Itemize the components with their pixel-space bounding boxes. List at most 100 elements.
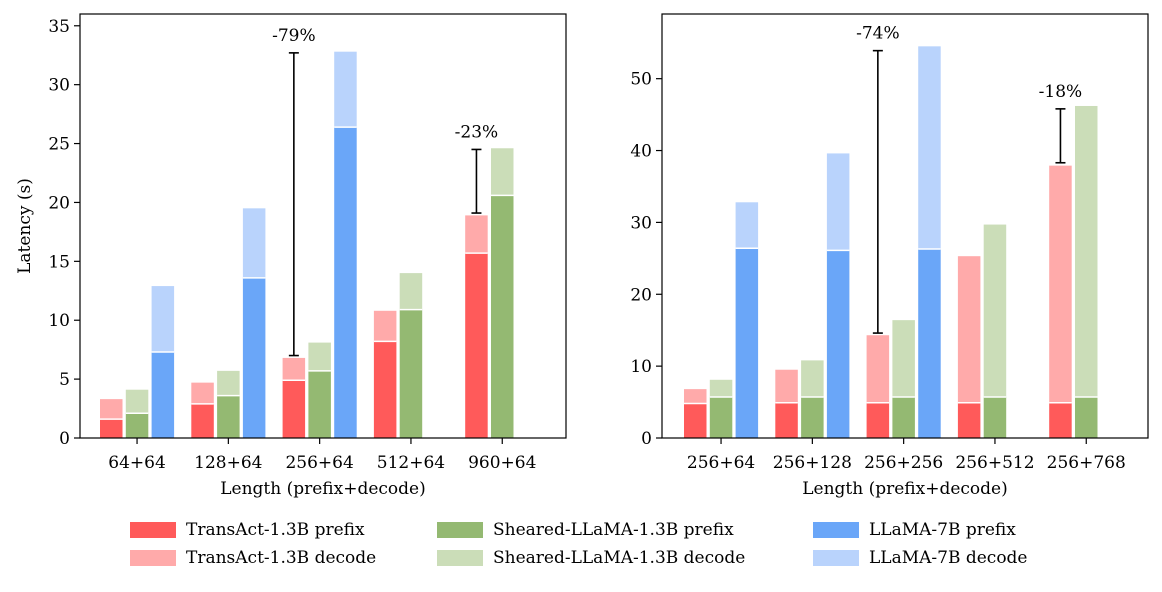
legend-item-transact-decode: TransAct-1.3B decode <box>130 548 376 568</box>
bar-sheared-llama-1-3b-prefix-256+256 <box>892 397 915 438</box>
bar-llama-7b-decode-256+128 <box>826 153 850 251</box>
bar-transact-1-3b-decode-960+64 <box>465 215 488 254</box>
y-tick-label: 30 <box>630 213 652 233</box>
bar-transact-1-3b-prefix-256+768 <box>1049 402 1072 438</box>
bar-sheared-llama-1-3b-prefix-256+512 <box>983 397 1007 438</box>
bar-transact-1-3b-decode-128+64 <box>191 382 214 404</box>
bar-sheared-llama-1-3b-decode-512+64 <box>399 273 423 310</box>
charts-canvas: 0 5 10 15 20 25 30 35 64+64 128+64 256+64 512+64 960… <box>15 13 1149 499</box>
bar-llama-7b-decode-256+256 <box>918 46 941 249</box>
bar-transact-1-3b-decode-256+64 <box>684 389 707 404</box>
x-axis-label: Length (prefix+decode) <box>802 479 1008 499</box>
y-tick-label: 25 <box>48 135 70 155</box>
annotation-label: -74% <box>856 24 900 44</box>
legend-item-sheared-decode: Sheared-LLaMA-1.3B decode <box>437 548 745 568</box>
x-tick-label: 256+64 <box>285 453 353 473</box>
bar-sheared-llama-1-3b-decode-256+512 <box>983 224 1007 398</box>
plot-frame <box>79 13 567 439</box>
bar-sheared-llama-1-3b-prefix-960+64 <box>491 195 514 438</box>
bar-transact-1-3b-decode-512+64 <box>373 310 397 342</box>
bar-llama-7b-decode-64+64 <box>151 286 175 353</box>
x-tick-label: 128+64 <box>194 453 262 473</box>
y-tick-label: 20 <box>48 193 70 213</box>
annotation-label: -79% <box>272 26 316 46</box>
bar-transact-1-3b-prefix-256+512 <box>957 402 981 438</box>
legend-item-llama-decode: LLaMA-7B decode <box>813 548 1028 568</box>
chart-2 <box>656 13 1149 444</box>
annotation-label: -23% <box>455 122 499 142</box>
plot-frame <box>661 13 1149 439</box>
legend-swatch <box>813 522 859 538</box>
legend-label: LLaMA-7B decode <box>869 548 1028 568</box>
bar-transact-1-3b-decode-256+512 <box>957 256 981 403</box>
bar-transact-1-3b-prefix-128+64 <box>191 403 214 438</box>
x-tick-label: 256+64 <box>687 453 755 473</box>
legend-item-llama-prefix: LLaMA-7B prefix <box>813 520 1016 540</box>
bar-sheared-llama-1-3b-prefix-256+768 <box>1075 397 1098 438</box>
bar-sheared-llama-1-3b-prefix-512+64 <box>399 309 423 438</box>
annotation-label: -18% <box>1039 82 1083 102</box>
bar-transact-1-3b-prefix-512+64 <box>373 341 397 438</box>
legend-item-transact-prefix: TransAct-1.3B prefix <box>130 520 365 540</box>
legend-swatch <box>437 550 483 566</box>
y-axis-label: Latency (s) <box>15 178 35 274</box>
bar-llama-7b-decode-128+64 <box>242 208 266 278</box>
bar-transact-1-3b-decode-256+768 <box>1049 165 1072 403</box>
bar-transact-1-3b-decode-256+128 <box>775 369 798 403</box>
legend-label: TransAct-1.3B decode <box>186 548 377 568</box>
x-tick-label: 256+768 <box>1047 453 1126 473</box>
bar-sheared-llama-1-3b-decode-256+64 <box>308 342 331 371</box>
legend-label: LLaMA-7B prefix <box>869 520 1016 540</box>
legend-item-sheared-prefix: Sheared-LLaMA-1.3B prefix <box>437 520 734 540</box>
bar-sheared-llama-1-3b-prefix-256+64 <box>308 370 331 438</box>
bar-llama-7b-prefix-256+64 <box>735 248 759 438</box>
x-tick-label: 512+64 <box>377 453 445 473</box>
bar-transact-1-3b-prefix-960+64 <box>465 253 488 438</box>
x-axis-label: Length (prefix+decode) <box>220 479 426 499</box>
bar-sheared-llama-1-3b-prefix-256+128 <box>801 397 824 438</box>
x-tick-label: 64+64 <box>108 453 166 473</box>
bar-llama-7b-decode-256+64 <box>334 51 357 128</box>
y-tick-label: 50 <box>630 70 652 90</box>
bar-transact-1-3b-prefix-256+256 <box>866 402 890 438</box>
bar-sheared-llama-1-3b-prefix-128+64 <box>217 395 240 438</box>
bar-llama-7b-prefix-256+128 <box>826 250 850 438</box>
bar-sheared-llama-1-3b-decode-128+64 <box>217 370 240 396</box>
y-tick-label: 0 <box>59 429 70 449</box>
x-tick-label: 960+64 <box>468 453 536 473</box>
bar-transact-1-3b-prefix-256+128 <box>775 402 798 438</box>
bar-sheared-llama-1-3b-decode-64+64 <box>125 389 149 414</box>
bar-llama-7b-prefix-64+64 <box>151 352 175 438</box>
bar-llama-7b-prefix-128+64 <box>242 277 266 438</box>
legend-swatch <box>437 522 483 538</box>
legend-swatch <box>130 550 176 566</box>
legend-label: TransAct-1.3B prefix <box>186 520 365 540</box>
x-tick-label: 256+256 <box>864 453 943 473</box>
y-tick-label: 15 <box>48 252 70 272</box>
y-tick-label: 10 <box>630 357 652 377</box>
y-tick-label: 35 <box>48 17 70 37</box>
y-tick-label: 20 <box>630 285 652 305</box>
y-tick-label: 10 <box>48 311 70 331</box>
chart-1 <box>74 13 567 444</box>
legend-label: Sheared-LLaMA-1.3B prefix <box>493 520 734 540</box>
y-tick-label: 5 <box>59 370 70 390</box>
bar-llama-7b-decode-256+64 <box>735 202 759 249</box>
legend-label: Sheared-LLaMA-1.3B decode <box>493 548 746 568</box>
legend-swatch <box>130 522 176 538</box>
bar-sheared-llama-1-3b-decode-960+64 <box>491 148 514 196</box>
bar-transact-1-3b-prefix-256+64 <box>282 380 306 438</box>
y-tick-label: 40 <box>630 142 652 162</box>
bar-transact-1-3b-prefix-64+64 <box>100 419 123 438</box>
legend-swatch <box>813 550 859 566</box>
bar-transact-1-3b-decode-64+64 <box>100 399 123 420</box>
bar-llama-7b-prefix-256+64 <box>334 127 357 439</box>
bar-transact-1-3b-prefix-256+64 <box>684 403 707 438</box>
bar-sheared-llama-1-3b-decode-256+768 <box>1075 105 1098 398</box>
y-tick-label: 30 <box>48 76 70 96</box>
x-tick-label: 256+128 <box>773 453 852 473</box>
bar-sheared-llama-1-3b-decode-256+256 <box>892 320 915 398</box>
bar-sheared-llama-1-3b-prefix-64+64 <box>125 413 149 438</box>
bar-sheared-llama-1-3b-prefix-256+64 <box>709 397 733 438</box>
